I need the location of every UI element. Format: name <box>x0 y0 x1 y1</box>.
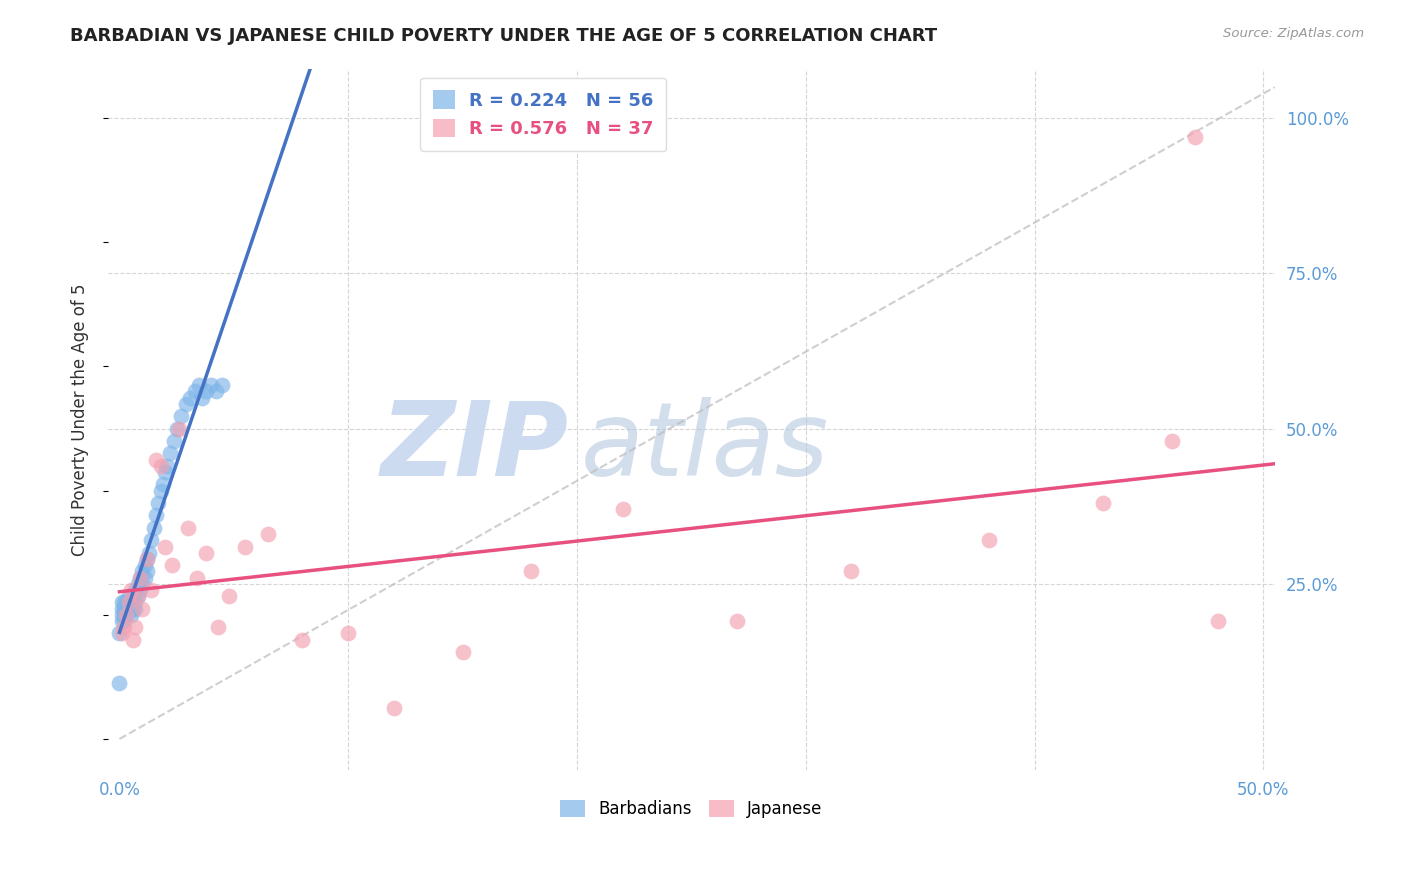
Point <box>977 533 1000 548</box>
Point <box>152 477 174 491</box>
Point <box>115 595 138 609</box>
Point <box>612 502 634 516</box>
Point <box>131 601 153 615</box>
Point <box>156 458 179 473</box>
Point <box>163 434 186 448</box>
Text: ZIP: ZIP <box>381 397 569 498</box>
Point <box>166 421 188 435</box>
Point <box>291 632 314 647</box>
Point <box>153 465 176 479</box>
Point <box>207 620 229 634</box>
Y-axis label: Child Poverty Under the Age of 5: Child Poverty Under the Age of 5 <box>72 283 89 556</box>
Point <box>337 626 360 640</box>
Text: BARBADIAN VS JAPANESE CHILD POVERTY UNDER THE AGE OF 5 CORRELATION CHART: BARBADIAN VS JAPANESE CHILD POVERTY UNDE… <box>70 27 938 45</box>
Point <box>1206 614 1229 628</box>
Point <box>167 421 190 435</box>
Point <box>725 614 748 628</box>
Point <box>127 589 149 603</box>
Point <box>145 508 167 523</box>
Point <box>160 558 183 573</box>
Point <box>200 378 222 392</box>
Point <box>117 601 139 615</box>
Point <box>124 601 146 615</box>
Text: atlas: atlas <box>581 397 828 498</box>
Point <box>122 601 145 615</box>
Point <box>112 620 135 634</box>
Point <box>179 391 201 405</box>
Point <box>141 582 163 597</box>
Point <box>145 452 167 467</box>
Point <box>186 570 208 584</box>
Point <box>191 391 214 405</box>
Point <box>108 676 131 690</box>
Point <box>257 527 280 541</box>
Point <box>142 521 165 535</box>
Point <box>111 614 134 628</box>
Point <box>131 576 153 591</box>
Point <box>149 458 172 473</box>
Point <box>138 546 160 560</box>
Point <box>153 540 176 554</box>
Point <box>111 626 134 640</box>
Point <box>112 607 135 622</box>
Point <box>112 614 135 628</box>
Point <box>382 701 405 715</box>
Point <box>135 565 157 579</box>
Point <box>124 582 146 597</box>
Point <box>233 540 256 554</box>
Legend: Barbadians, Japanese: Barbadians, Japanese <box>554 793 830 825</box>
Point <box>195 546 218 560</box>
Point <box>112 601 135 615</box>
Point <box>122 632 145 647</box>
Point <box>149 483 172 498</box>
Point <box>131 565 153 579</box>
Point <box>120 601 142 615</box>
Point <box>120 582 142 597</box>
Point <box>108 626 131 640</box>
Point <box>124 595 146 609</box>
Point <box>115 601 138 615</box>
Point <box>135 552 157 566</box>
Point <box>520 565 543 579</box>
Point <box>135 552 157 566</box>
Point <box>127 576 149 591</box>
Point <box>124 620 146 634</box>
Point <box>127 589 149 603</box>
Point <box>112 595 135 609</box>
Point <box>204 384 226 399</box>
Point <box>195 384 218 399</box>
Point <box>111 595 134 609</box>
Point <box>1160 434 1182 448</box>
Point <box>117 595 139 609</box>
Point <box>1184 129 1206 144</box>
Point <box>111 607 134 622</box>
Point <box>174 397 197 411</box>
Point <box>134 558 156 573</box>
Point <box>129 570 152 584</box>
Point <box>1092 496 1115 510</box>
Point <box>184 384 207 399</box>
Point <box>129 570 152 584</box>
Point <box>120 595 142 609</box>
Point <box>170 409 193 424</box>
Text: Source: ZipAtlas.com: Source: ZipAtlas.com <box>1223 27 1364 40</box>
Point <box>134 570 156 584</box>
Point <box>211 378 233 392</box>
Point <box>177 521 200 535</box>
Point <box>451 645 474 659</box>
Point <box>141 533 163 548</box>
Point <box>129 582 152 597</box>
Point <box>122 589 145 603</box>
Point <box>111 601 134 615</box>
Point <box>117 589 139 603</box>
Point <box>218 589 240 603</box>
Point <box>117 595 139 609</box>
Point <box>115 607 138 622</box>
Point <box>841 565 863 579</box>
Point <box>159 446 181 460</box>
Point <box>120 607 142 622</box>
Point <box>188 378 211 392</box>
Point <box>148 496 170 510</box>
Point <box>115 607 138 622</box>
